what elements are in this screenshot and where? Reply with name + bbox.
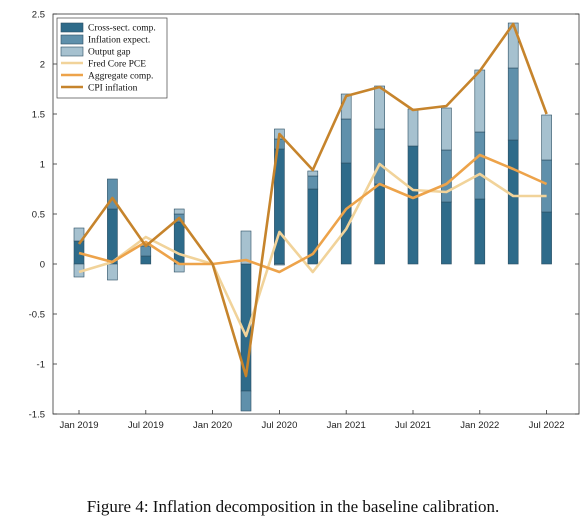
bar-segment xyxy=(340,118,352,164)
bar-segment xyxy=(474,69,486,133)
y-tick-label: 0 xyxy=(40,260,45,271)
y-tick-label: 0.5 xyxy=(32,210,45,221)
y-tick-label: -1.5 xyxy=(29,410,45,421)
y-tick-label: 2.5 xyxy=(32,10,45,21)
y-tick-label: 1 xyxy=(40,160,45,171)
legend-swatch xyxy=(60,46,84,57)
bar-segment xyxy=(140,255,152,265)
legend-label: Fred Core PCE xyxy=(88,60,146,70)
bar-segment xyxy=(474,131,486,200)
x-tick-label: Jan 2022 xyxy=(460,420,499,431)
bar-segment xyxy=(307,175,319,190)
legend-label: Inflation expect. xyxy=(88,35,150,46)
bar-segment xyxy=(107,263,118,281)
line-fred-core-pce xyxy=(78,162,547,338)
legend-swatch xyxy=(60,34,84,45)
bar-series xyxy=(73,22,552,412)
bar-segment xyxy=(107,178,118,210)
bar-segment xyxy=(307,170,319,177)
x-tick-label: Jan 2020 xyxy=(193,420,232,431)
bar-segment xyxy=(474,198,486,265)
bar-segment xyxy=(441,201,452,265)
y-tick-label: 2 xyxy=(40,60,45,71)
bar-segment xyxy=(240,230,252,265)
bar-segment xyxy=(541,114,552,161)
x-tick-label: Jul 2022 xyxy=(529,420,565,431)
legend: Cross-sect. comp.Inflation expect. Output… xyxy=(56,17,168,99)
line-aggregate-comp- xyxy=(78,153,548,274)
x-tick-label: Jan 2019 xyxy=(59,420,98,431)
line-cpi-inflation xyxy=(77,22,548,378)
bar-segment xyxy=(173,208,185,215)
y-tick-label: -0.5 xyxy=(29,310,45,321)
x-tick-label: Jan 2021 xyxy=(327,420,366,431)
x-tick-label: Jul 2020 xyxy=(261,420,297,431)
bar-segment xyxy=(507,139,519,265)
legend-label: Output gap xyxy=(88,48,131,58)
bar-segment xyxy=(407,108,419,147)
bar-segment xyxy=(140,245,152,257)
bar-segment xyxy=(374,183,385,265)
figure-caption: Figure 4: Inflation decomposition in the… xyxy=(86,497,500,516)
legend-label: Aggregate comp. xyxy=(88,72,153,82)
bar-segment xyxy=(374,85,385,130)
bar-segment xyxy=(73,227,85,242)
axes: 2.5 2 1.5 1 0.5 0 -0.5 -1 -1.5 Jan 2019 Jul 2019 Ja… xyxy=(29,10,579,431)
x-tick-label: Jul 2019 xyxy=(128,420,164,431)
bar-segment xyxy=(541,159,552,213)
legend-label: Cross-sect. comp. xyxy=(88,24,156,34)
legend-label: CPI inflation xyxy=(88,83,138,94)
bar-segment xyxy=(73,240,85,265)
bar-segment xyxy=(374,128,385,185)
line-series xyxy=(77,22,548,378)
bar-segment xyxy=(274,263,285,266)
bar-segment xyxy=(407,145,419,265)
bar-segment xyxy=(441,149,452,203)
bar-segment xyxy=(173,221,185,265)
bar-segment xyxy=(441,107,452,151)
y-tick-label: 1.5 xyxy=(32,110,45,121)
x-tick-label: Jul 2021 xyxy=(395,420,431,431)
bar-segment xyxy=(507,67,519,141)
bar-segment xyxy=(541,211,552,265)
y-tick-label: -1 xyxy=(37,360,45,371)
legend-swatch xyxy=(60,22,84,33)
bar-segment xyxy=(107,208,118,265)
bar-segment xyxy=(240,390,252,412)
